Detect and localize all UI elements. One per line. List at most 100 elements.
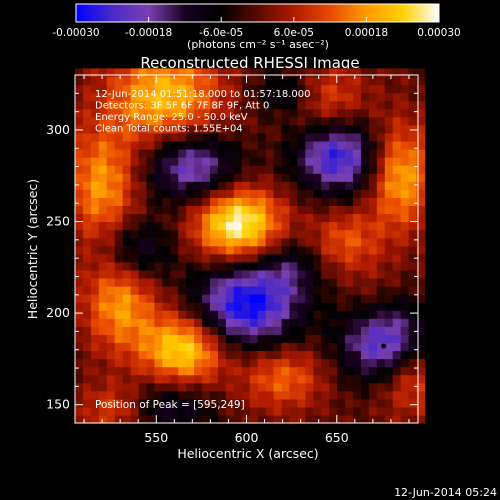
heatmap-cell xyxy=(329,261,338,271)
heatmap-cell xyxy=(162,189,171,198)
heatmap-cell xyxy=(392,149,402,158)
heatmap-cell xyxy=(210,132,219,142)
heatmap-cell xyxy=(241,269,251,279)
heatmap-cell xyxy=(297,116,306,126)
heatmap-cell xyxy=(400,302,410,311)
heatmap-cell xyxy=(313,398,322,408)
heatmap-cell xyxy=(146,366,156,376)
heatmap-cell xyxy=(82,398,92,408)
heatmap-cell xyxy=(146,189,156,198)
heatmap-cell xyxy=(106,366,116,376)
heatmap-cell xyxy=(90,269,100,279)
heatmap-cell xyxy=(329,205,338,215)
heatmap-cell xyxy=(194,189,203,198)
heatmap-cell xyxy=(265,342,275,352)
heatmap-cell xyxy=(225,326,235,335)
heatmap-cell xyxy=(210,76,219,86)
heatmap-cell xyxy=(154,68,163,78)
heatmap-cell xyxy=(273,302,283,311)
heatmap-cell xyxy=(233,165,243,174)
heatmap-cell xyxy=(400,342,410,352)
heatmap-cell xyxy=(106,406,116,416)
heatmap-cell xyxy=(360,197,370,207)
heatmap-cell xyxy=(273,197,283,207)
heatmap-cell xyxy=(225,189,235,198)
heatmap-cell xyxy=(106,237,116,247)
heatmap-cell xyxy=(329,165,338,174)
heatmap-cell xyxy=(400,310,410,319)
heatmap-cell xyxy=(305,326,314,335)
heatmap-cell xyxy=(162,165,171,174)
heatmap-cell xyxy=(154,149,163,158)
heatmap-cell xyxy=(384,366,394,376)
heatmap-cell xyxy=(273,245,283,255)
heatmap-cell xyxy=(202,414,211,424)
heatmap-cell xyxy=(114,253,124,263)
heatmap-cell xyxy=(376,116,386,126)
heatmap-cell xyxy=(170,84,179,94)
heatmap-cell xyxy=(162,310,171,319)
heatmap-cell xyxy=(345,108,354,118)
heatmap-cell xyxy=(186,92,195,102)
heatmap-cell xyxy=(210,221,219,231)
heatmap-cell xyxy=(321,76,330,86)
heatmap-cell xyxy=(416,382,426,392)
heatmap-cell xyxy=(130,318,140,327)
heatmap-cell xyxy=(241,205,251,215)
heatmap-cell xyxy=(416,390,426,400)
heatmap-cell xyxy=(170,181,179,190)
heatmap-cell xyxy=(82,286,92,295)
heatmap-cell xyxy=(376,157,386,166)
heatmap-cell xyxy=(217,197,227,207)
heatmap-cell xyxy=(241,157,251,166)
heatmap-cell xyxy=(353,149,362,158)
heatmap-cell xyxy=(75,108,84,118)
heatmap-cell xyxy=(217,189,227,198)
heatmap-cell xyxy=(257,286,267,295)
heatmap-cell xyxy=(225,205,235,215)
peak-position-label: Position of Peak = [595,249] xyxy=(95,399,245,411)
heatmap-cell xyxy=(265,253,275,263)
heatmap-cell xyxy=(194,277,203,287)
heatmap-cell xyxy=(416,181,426,190)
heatmap-cell xyxy=(416,350,426,360)
heatmap-cell xyxy=(138,366,148,376)
heatmap-cell xyxy=(202,140,211,150)
heatmap-cell xyxy=(360,157,370,166)
heatmap-cell xyxy=(217,286,227,295)
heatmap-cell xyxy=(162,406,171,416)
heatmap-cell xyxy=(305,157,314,166)
heatmap-cell xyxy=(360,414,370,424)
heatmap-cell xyxy=(114,237,124,247)
heatmap-cell xyxy=(98,197,108,207)
heatmap-cell xyxy=(241,390,251,400)
heatmap-cell xyxy=(241,398,251,408)
heatmap-cell xyxy=(321,197,330,207)
heatmap-cell xyxy=(170,245,179,255)
heatmap-cell xyxy=(217,181,227,190)
heatmap-cell xyxy=(345,76,354,86)
heatmap-cell xyxy=(305,350,314,360)
heatmap-cell xyxy=(345,165,354,174)
heatmap-cell xyxy=(400,181,410,190)
heatmap-cell xyxy=(98,181,108,190)
heatmap-cell xyxy=(225,173,235,182)
heatmap-cell xyxy=(297,76,306,86)
heatmap-cell xyxy=(138,237,148,247)
colorbar-gradient xyxy=(76,4,439,22)
heatmap-cell xyxy=(249,374,259,384)
heatmap-cell xyxy=(138,140,148,150)
heatmap-cell xyxy=(408,310,418,319)
heatmap-cell xyxy=(360,294,370,303)
heatmap-cell xyxy=(273,398,283,408)
heatmap-cell xyxy=(273,100,283,110)
heatmap-cell xyxy=(138,76,148,86)
heatmap-cell xyxy=(114,108,124,118)
heatmap-cell xyxy=(186,84,195,94)
heatmap-cell xyxy=(392,277,402,287)
heatmap-cell xyxy=(202,310,211,319)
heatmap-cell xyxy=(194,132,203,142)
heatmap-cell xyxy=(90,189,100,198)
heatmap-cell xyxy=(241,100,251,110)
